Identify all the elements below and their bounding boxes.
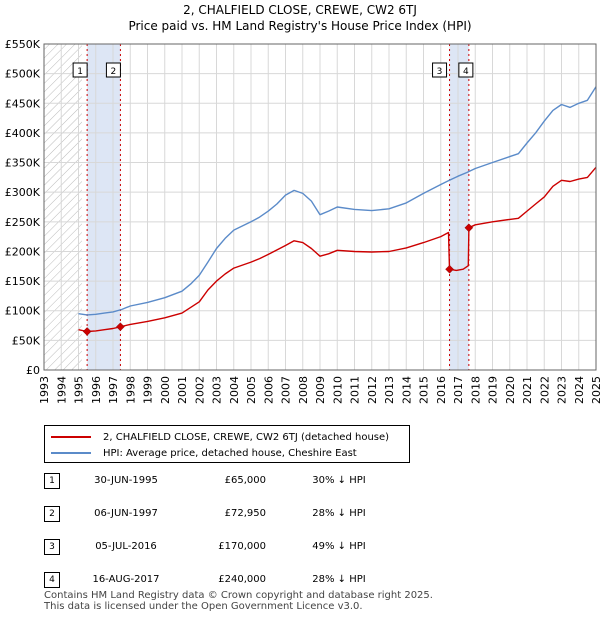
x-tick-label: 1997 (107, 376, 120, 404)
x-tick-label: 2002 (193, 376, 206, 404)
x-tick-label: 2018 (469, 376, 482, 404)
sale-label-number: 2 (111, 67, 117, 77)
sale-row: 3 05-JUL-2016 £170,000 49% ↓ HPI (44, 539, 504, 555)
legend-item-property: 2, CHALFIELD CLOSE, CREWE, CW2 6TJ (deta… (51, 430, 389, 444)
sale-hpi-diff: 28% ↓ HPI (312, 574, 366, 585)
chart-title: 2, CHALFIELD CLOSE, CREWE, CW2 6TJ (183, 3, 417, 17)
legend-hpi-label: HPI: Average price, detached house, Ches… (103, 447, 357, 459)
plot-frame (43, 43, 597, 371)
sale-period-band (87, 44, 121, 370)
x-tick-label: 2008 (297, 376, 310, 404)
x-tick-label: 2023 (556, 376, 569, 404)
y-tick-label: £150K (5, 275, 41, 288)
sale-price: £72,950 (224, 508, 266, 519)
price-chart: 2, CHALFIELD CLOSE, CREWE, CW2 6TJ Price… (5, 3, 600, 404)
x-tick-label: 2005 (245, 376, 258, 404)
x-tick-label: 2006 (262, 376, 275, 404)
sale-price: £170,000 (218, 541, 266, 552)
legend-property-label: 2, CHALFIELD CLOSE, CREWE, CW2 6TJ (deta… (103, 431, 390, 443)
x-tick-label: 2010 (331, 376, 344, 404)
y-tick-label: £350K (5, 157, 41, 170)
sale-label-number: 1 (77, 67, 83, 77)
sale-number-badge: 2 (44, 506, 60, 522)
legend-hpi-swatch (51, 452, 91, 454)
x-tick-label: 2020 (504, 376, 517, 404)
sale-hpi-diff: 28% ↓ HPI (312, 508, 366, 519)
x-tick-label: 2004 (228, 376, 241, 404)
x-tick-label: 1994 (55, 376, 68, 404)
x-tick-label: 2000 (159, 376, 172, 404)
sale-row: 2 06-JUN-1997 £72,950 28% ↓ HPI (44, 506, 504, 522)
sale-markers: 1 2 3 4 (72, 62, 474, 336)
sale-price: £240,000 (218, 574, 266, 585)
x-tick-label: 2024 (573, 376, 586, 404)
y-tick-label: £450K (5, 97, 41, 110)
axes: £0 £50K £100K £150K £200K £250K £300K £350K £400… (5, 38, 600, 404)
legend-item-hpi: HPI: Average price, detached house, Ches… (51, 446, 357, 460)
sale-point-marker (82, 327, 92, 336)
sale-hpi-diff: 30% ↓ HPI (312, 475, 366, 486)
sale-label-box (458, 62, 474, 78)
x-tick-label: 2016 (435, 376, 448, 404)
y-tick-label: £100K (5, 305, 41, 318)
x-tick-label: 2019 (487, 376, 500, 404)
sale-row: 1 30-JUN-1995 £65,000 30% ↓ HPI (44, 473, 504, 489)
x-tick-label: 2017 (452, 376, 465, 404)
x-tick-label: 2009 (314, 376, 327, 404)
sale-label-number: 3 (437, 67, 443, 77)
y-tick-label: £400K (5, 127, 41, 140)
x-tick-label: 2012 (366, 376, 379, 404)
y-tick-label: £300K (5, 186, 41, 199)
x-tick-label: 2013 (383, 376, 396, 404)
x-tick-label: 1995 (73, 376, 86, 404)
sale-number-badge: 4 (44, 572, 60, 588)
x-tick-label: 1998 (124, 376, 137, 404)
sale-date: 30-JUN-1995 (94, 475, 158, 486)
y-tick-label: £200K (5, 245, 41, 258)
series-lines (78, 86, 597, 333)
chart-legend: 2, CHALFIELD CLOSE, CREWE, CW2 6TJ (deta… (44, 425, 410, 463)
x-tick-label: 2021 (521, 376, 534, 404)
chart-subtitle: Price paid vs. HM Land Registry's House … (128, 19, 471, 33)
sale-date: 05-JUL-2016 (95, 541, 157, 552)
x-tick-label: 1993 (38, 376, 51, 404)
sale-date: 06-JUN-1997 (94, 508, 158, 519)
sale-date: 16-AUG-2017 (92, 574, 160, 585)
sale-label-number: 4 (463, 67, 469, 77)
y-tick-label: £550K (5, 38, 41, 51)
x-tick-label: 2003 (211, 376, 224, 404)
sale-period-band (449, 44, 469, 370)
sale-price: £65,000 (224, 475, 266, 486)
hpi-line (78, 86, 597, 316)
sale-number-badge: 1 (44, 473, 60, 489)
legend-property-swatch (51, 436, 91, 438)
sale-label-box (72, 62, 88, 78)
footer-attribution: Contains HM Land Registry data © Crown c… (44, 590, 433, 612)
y-tick-label: £50K (12, 334, 41, 347)
sale-hpi-diff: 49% ↓ HPI (312, 541, 366, 552)
x-tick-label: 2025 (590, 376, 600, 404)
no-data-hatch (44, 44, 82, 370)
sale-row: 4 16-AUG-2017 £240,000 28% ↓ HPI (44, 572, 504, 588)
property-price-line (78, 166, 597, 333)
sale-point-marker (445, 264, 454, 274)
x-tick-label: 2011 (349, 376, 362, 404)
x-tick-label: 1996 (90, 376, 103, 404)
sale-label-box (105, 62, 121, 78)
x-tick-label: 2007 (280, 376, 293, 404)
x-tick-label: 2015 (418, 376, 431, 404)
x-tick-label: 2001 (176, 376, 189, 404)
y-tick-label: £250K (5, 216, 41, 229)
footer-licence: This data is licensed under the Open Gov… (44, 601, 363, 612)
y-tick-label: £0 (26, 364, 40, 377)
x-tick-label: 1999 (142, 376, 155, 404)
footer-copyright: Contains HM Land Registry data © Crown c… (44, 590, 433, 601)
sale-point-marker (116, 322, 125, 332)
x-tick-label: 2014 (400, 376, 413, 404)
sale-number-badge: 3 (44, 539, 60, 555)
sale-label-box (432, 62, 448, 78)
y-tick-label: £500K (5, 68, 41, 81)
sale-point-marker (464, 223, 474, 233)
x-tick-label: 2022 (538, 376, 551, 404)
